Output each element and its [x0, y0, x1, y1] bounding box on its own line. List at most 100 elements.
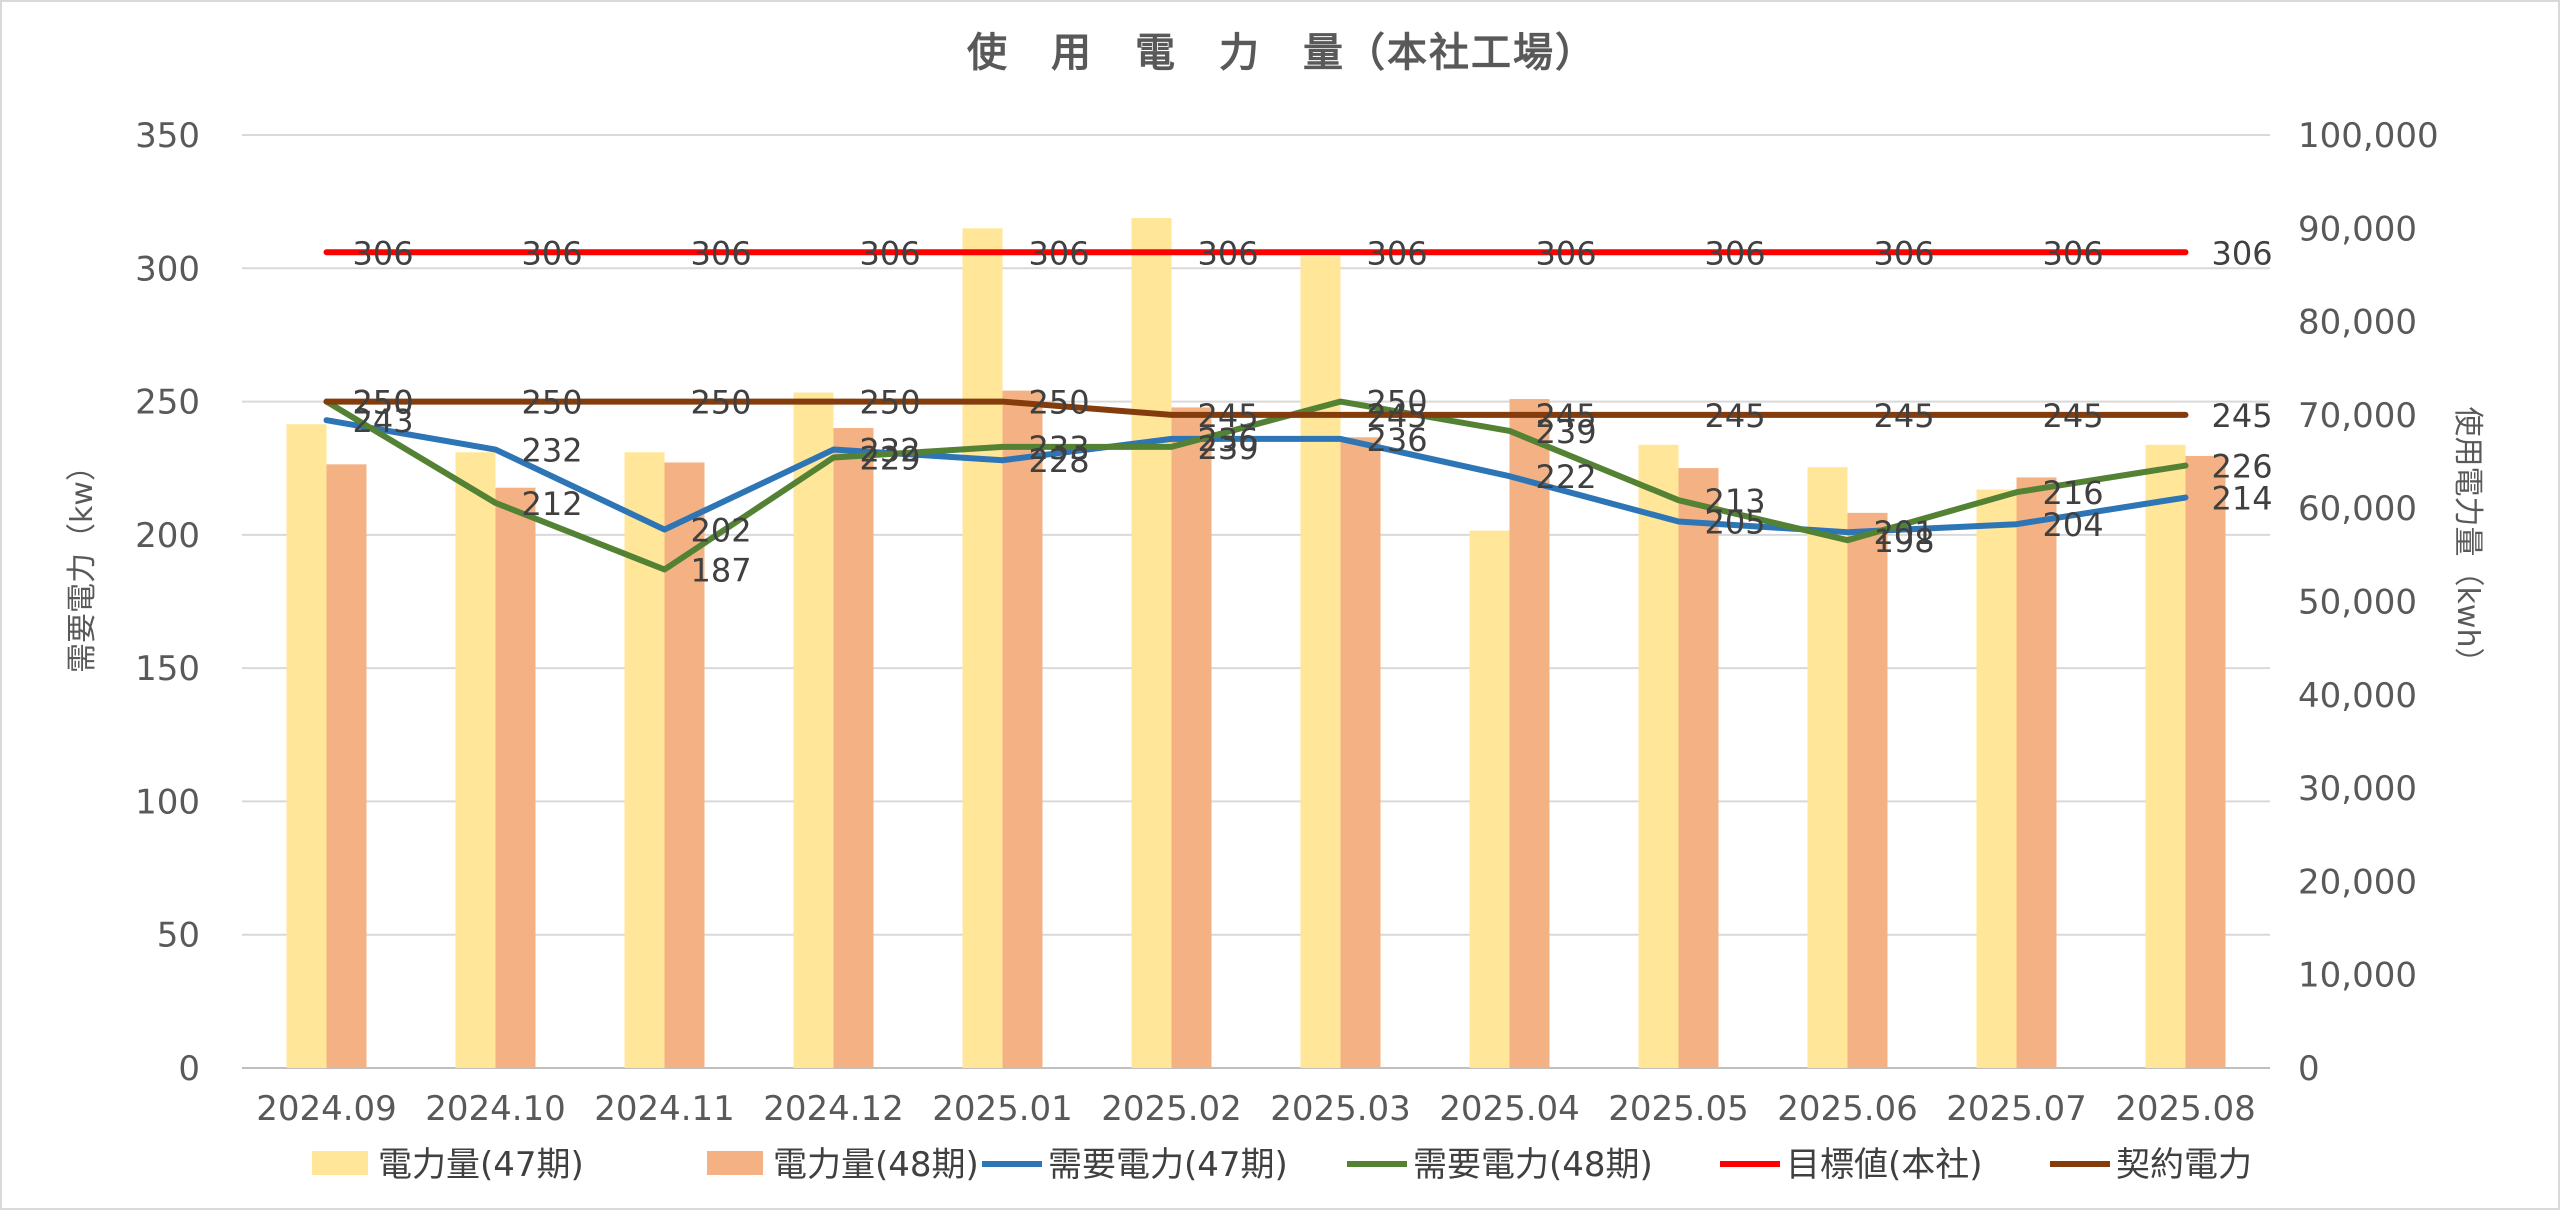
x-tick-label: 2025.06: [1777, 1089, 1918, 1129]
bar: [1469, 530, 1510, 1068]
y-tick-label: 300: [135, 249, 200, 289]
y2-tick-label: 40,000: [2298, 676, 2417, 716]
bar: [833, 427, 874, 1068]
bar: [2145, 444, 2186, 1069]
bar: [2185, 455, 2226, 1068]
x-tick-label: 2025.02: [1101, 1089, 1242, 1129]
y2-tick-label: 30,000: [2298, 769, 2417, 809]
data-label: 250: [1367, 384, 1428, 422]
bar: [962, 228, 1003, 1069]
y2-tick-label: 90,000: [2298, 209, 2417, 249]
bar: [1300, 256, 1341, 1068]
data-label: 239: [1198, 429, 1259, 467]
data-label: 245: [1536, 397, 1597, 435]
lines: [323, 249, 2189, 573]
bar: [624, 452, 665, 1069]
legend: 電力量(47期) 電力量(48期) 需要電力(47期) 需要電力(48期) 目標値(本社…: [312, 1145, 2252, 1185]
data-label: 306: [1367, 234, 1428, 272]
bar: [1847, 512, 1888, 1068]
data-label: 202: [691, 512, 752, 550]
data-label: 245: [2212, 397, 2273, 435]
data-label: 232: [860, 432, 921, 470]
y2-tick-label: 50,000: [2298, 583, 2417, 623]
data-label: 233: [1029, 429, 1090, 467]
legend-label: 需要電力(48期): [1413, 1145, 1653, 1185]
data-label: 306: [522, 234, 583, 272]
data-label: 212: [522, 485, 583, 523]
y-tick-label: 0: [178, 1049, 200, 1089]
gridlines: [242, 134, 2270, 1069]
data-label: 306: [691, 234, 752, 272]
data-label: 243: [353, 402, 414, 440]
x-tick-label: 2025.07: [1946, 1089, 2087, 1129]
chart-title: 使 用 電 力 量（本社工場）: [967, 30, 1597, 76]
data-label: 306: [2212, 234, 2273, 272]
data-label: 229: [860, 440, 921, 478]
data-label: 216: [2043, 474, 2104, 512]
x-tick-label: 2025.03: [1270, 1089, 1411, 1129]
bar: [1807, 467, 1848, 1068]
legend-label: 電力量(47期): [378, 1145, 584, 1185]
bar: [1002, 390, 1043, 1069]
x-tick-label: 2025.05: [1608, 1089, 1749, 1129]
data-label: 204: [2043, 506, 2104, 544]
data-label: 213: [1705, 482, 1766, 520]
legend-label: 目標値(本社): [1786, 1145, 1983, 1185]
data-label: 239: [1536, 413, 1597, 451]
axes: 0 50 100 150 200 250 300 350 0 10,000 20,000 30,000…: [135, 116, 2439, 1129]
x-tick-label: 2025.08: [2115, 1089, 2256, 1129]
y2-tick-label: 10,000: [2298, 956, 2417, 996]
data-label: 250: [522, 384, 583, 422]
legend-swatch: [312, 1151, 368, 1175]
data-label: 245: [1367, 397, 1428, 435]
bar: [1131, 218, 1172, 1069]
y-tick-label: 200: [135, 516, 200, 556]
data-label: 306: [860, 234, 921, 272]
data-label: 222: [1536, 458, 1597, 496]
data-label: 306: [353, 234, 414, 272]
data-label: 250: [353, 384, 414, 422]
y2-tick-label: 80,000: [2298, 303, 2417, 343]
y2-axis-title: 使用電力量（kwh）: [2450, 407, 2485, 678]
x-tick-label: 2024.09: [256, 1089, 397, 1129]
y-tick-label: 100: [135, 782, 200, 822]
legend-label: 電力量(48期): [773, 1145, 979, 1185]
data-label: 245: [1705, 397, 1766, 435]
x-tick-label: 2025.01: [932, 1089, 1073, 1129]
data-label: 214: [2212, 480, 2273, 518]
data-label: 245: [2043, 397, 2104, 435]
legend-label: 需要電力(47期): [1048, 1145, 1288, 1185]
data-label: 306: [1029, 234, 1090, 272]
data-label: 250: [353, 384, 414, 422]
data-label: 306: [1705, 234, 1766, 272]
data-label: 236: [1198, 421, 1259, 459]
data-label: 232: [522, 432, 583, 470]
data-label: 205: [1705, 504, 1766, 542]
y-tick-label: 350: [135, 116, 200, 156]
data-label: 250: [860, 384, 921, 422]
y-tick-label: 50: [157, 916, 200, 956]
data-label: 250: [691, 384, 752, 422]
data-label: 250: [1029, 384, 1090, 422]
bar: [455, 452, 496, 1069]
data-label: 198: [1874, 522, 1935, 560]
data-label: 306: [2043, 234, 2104, 272]
bar: [1509, 399, 1550, 1068]
bar: [793, 392, 834, 1068]
x-tick-label: 2024.10: [425, 1089, 566, 1129]
data-label: 236: [1367, 421, 1428, 459]
bar: [1171, 407, 1212, 1068]
data-label: 226: [2212, 448, 2273, 486]
bar: [2016, 477, 2057, 1068]
y2-tick-label: 70,000: [2298, 396, 2417, 436]
data-label: 187: [691, 552, 752, 590]
data-label: 228: [1029, 442, 1090, 480]
bar: [495, 487, 536, 1068]
y2-tick-label: 60,000: [2298, 489, 2417, 529]
y-axis-title: 需要電力（kw）: [65, 451, 100, 673]
series-line: [323, 398, 2189, 573]
x-tick-label: 2024.11: [594, 1089, 735, 1129]
bar: [286, 424, 327, 1069]
